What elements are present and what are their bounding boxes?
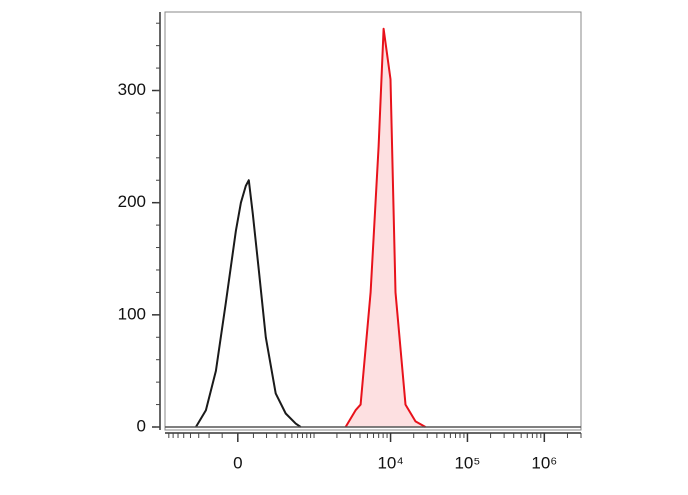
series-line bbox=[195, 179, 302, 428]
x-tick-label: 10⁴ bbox=[377, 453, 403, 472]
series-area bbox=[345, 28, 426, 428]
y-tick-label: 0 bbox=[137, 416, 146, 435]
x-tick-label: 10⁶ bbox=[531, 453, 557, 472]
y-tick-label: 100 bbox=[118, 304, 146, 323]
series-line bbox=[344, 27, 426, 428]
plot-frame bbox=[164, 11, 582, 431]
x-tick-label: 10⁵ bbox=[454, 453, 480, 472]
y-tick-label: 300 bbox=[118, 80, 146, 99]
x-tick-label: 0 bbox=[233, 453, 242, 472]
y-tick-label: 200 bbox=[118, 192, 146, 211]
